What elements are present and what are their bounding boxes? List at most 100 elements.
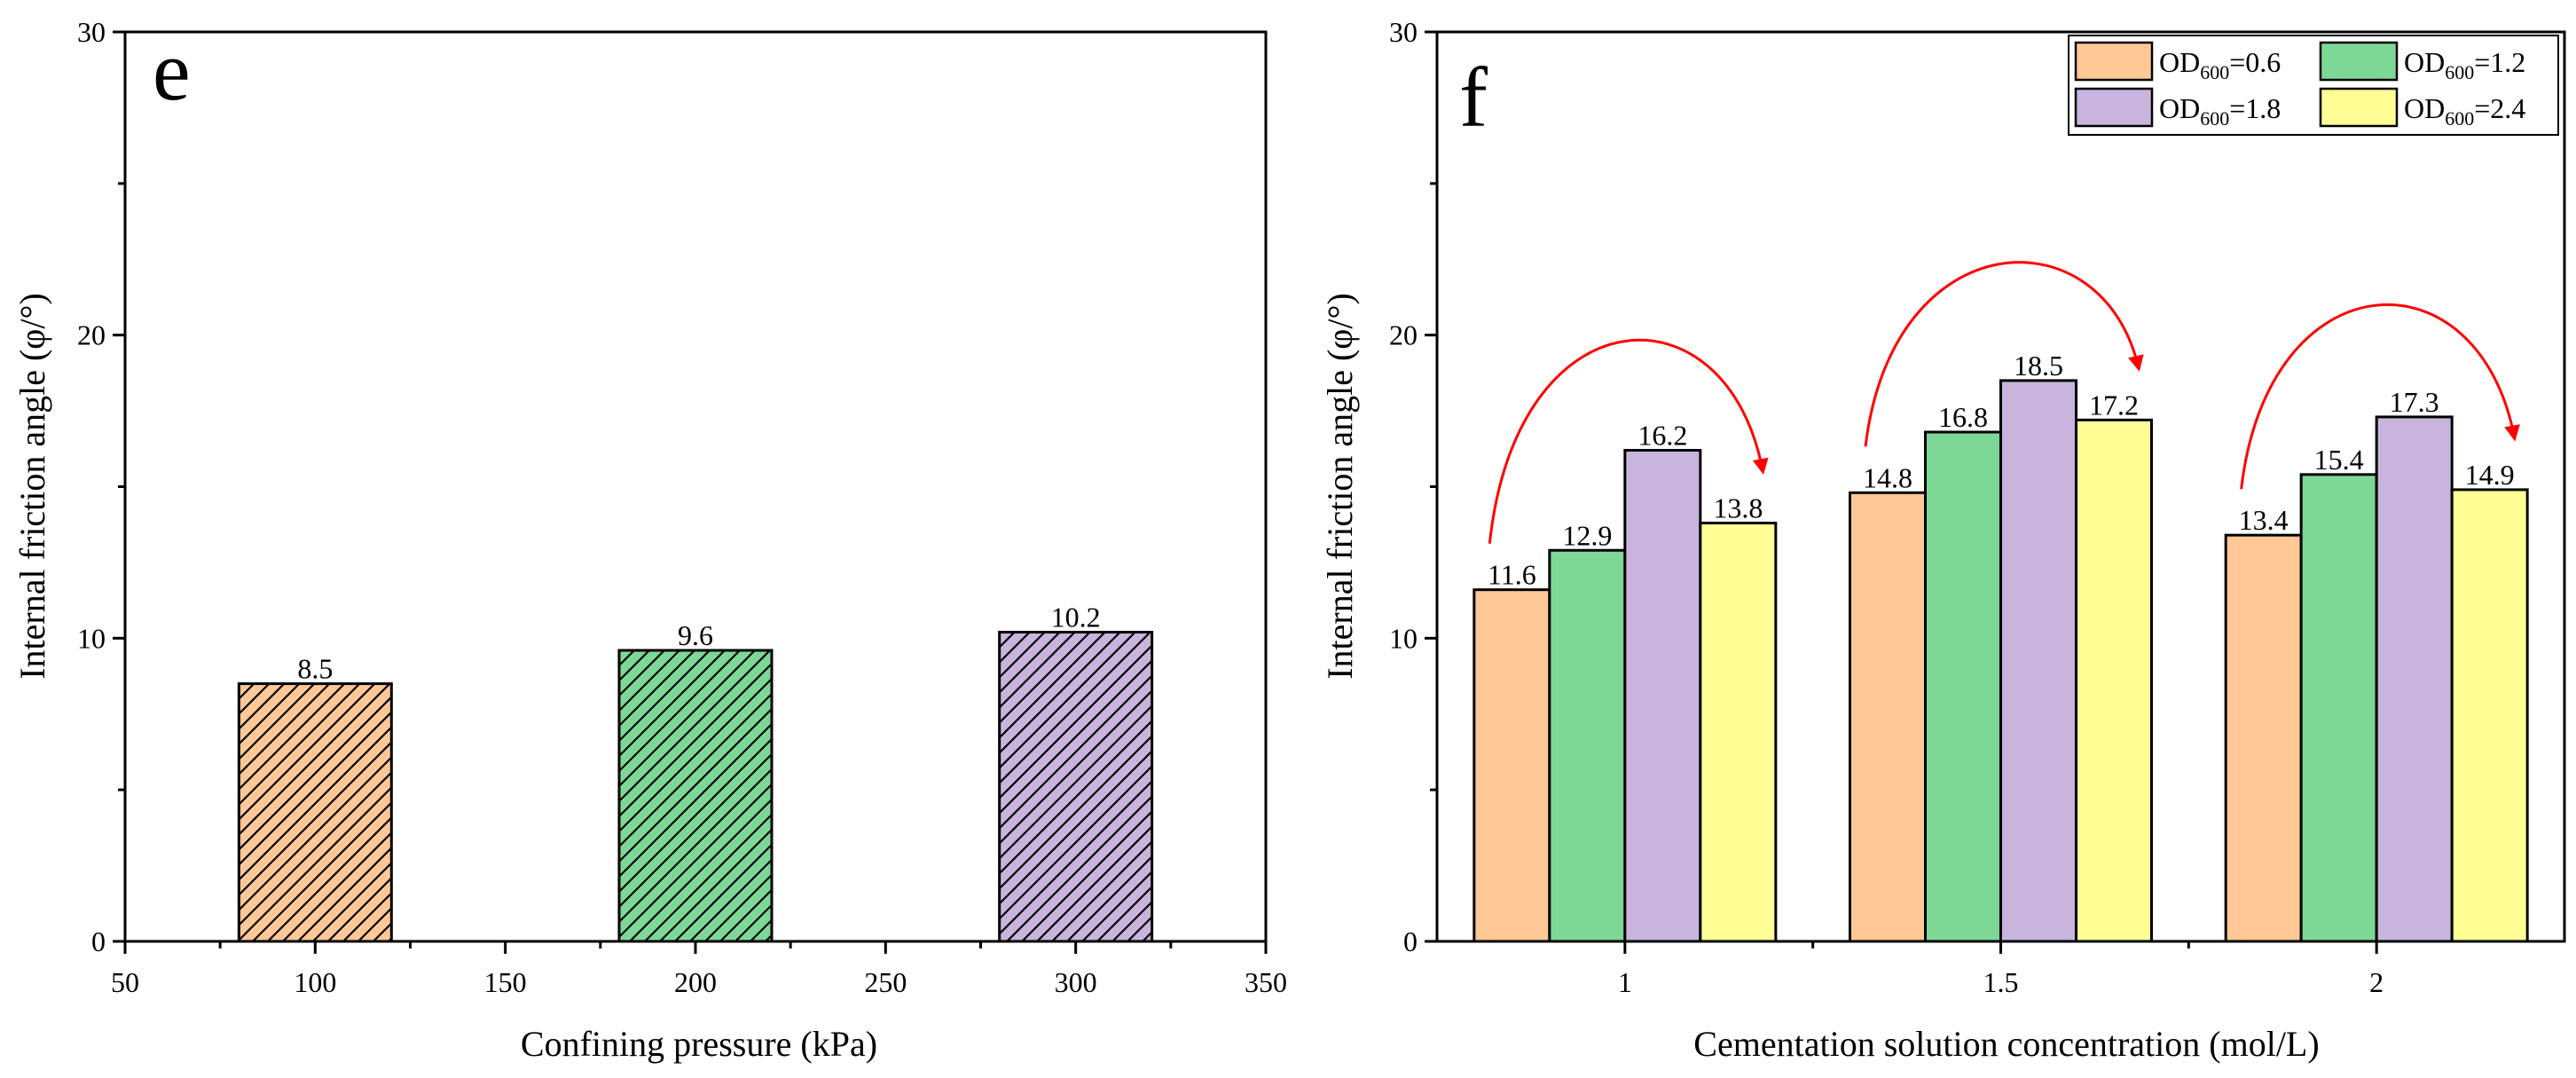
data-label-f-2-s1: 15.4 (2314, 444, 2364, 476)
legend-swatch (2319, 41, 2399, 82)
bar-f-1.5-s2 (1999, 379, 2077, 943)
hatch-line (999, 632, 1136, 770)
hatch-line (999, 764, 1152, 921)
hatch-line (999, 779, 1152, 936)
panel-label-f: f (1459, 50, 1488, 145)
data-label-e-100: 8.5 (297, 653, 333, 685)
bar-hatch (619, 650, 772, 941)
data-label-f-1-s2: 16.2 (1637, 420, 1687, 452)
hatch-line (239, 683, 391, 837)
legend-label-tail: =0.6 (2229, 46, 2281, 78)
data-label-f-2-s3: 14.9 (2465, 459, 2515, 491)
hatch-line (1142, 930, 1152, 941)
hatch-line (999, 632, 1121, 755)
hatch-line (999, 643, 1152, 800)
hatch-line (719, 888, 772, 941)
hatch-line (999, 689, 1152, 846)
legend-label-base: OD (2404, 92, 2445, 124)
data-label-f-2-s0: 13.4 (2239, 504, 2289, 536)
hatch-line (239, 683, 346, 791)
hatch-line (750, 918, 772, 941)
hatch-line (999, 704, 1152, 861)
y-tick-label-e: 10 (77, 622, 106, 654)
data-label-e-200: 9.6 (678, 619, 713, 651)
hatch-line (674, 843, 772, 941)
hatch-line (1158, 633, 1467, 942)
hatch-line (373, 922, 392, 941)
panel-f: 11.6 12.9 16.2 13.8 14.8 16.8 18.5 17.2 13.4 15.4… (1320, 16, 2566, 1064)
hatch-line (644, 813, 772, 941)
hatch-line (239, 683, 255, 701)
hatch-line (619, 783, 772, 939)
legend-swatch (2074, 87, 2154, 128)
data-label-f-1.5-s2: 18.5 (2014, 350, 2063, 382)
bar-f-1.5-s0 (1849, 491, 1927, 943)
hatch-line (999, 719, 1152, 876)
x-tick-label-e: 150 (484, 966, 527, 998)
hatch-line (619, 662, 772, 818)
x-axis-title-e: Confining pressure (kPa) (521, 1024, 877, 1064)
y-tick-label-f: 10 (1389, 622, 1418, 654)
hatch-line (267, 816, 392, 941)
hatch-line (282, 831, 392, 941)
hatch-line (619, 737, 772, 893)
hatch-line (619, 650, 650, 682)
hatch-line (619, 722, 772, 878)
x-tick-label-e: 350 (1245, 966, 1287, 998)
data-label-f-1-s1: 12.9 (1562, 519, 1612, 551)
y-tick-label-e: 20 (77, 319, 106, 351)
legend-label-subscript: 600 (2445, 61, 2474, 83)
hatch-line (999, 632, 1106, 740)
hatch-line (239, 683, 376, 822)
hatch-line (619, 650, 695, 728)
hatch-line (619, 650, 756, 788)
bar-f-1.5-s1 (1924, 430, 2002, 943)
hatch-line (999, 734, 1152, 891)
hatch-line (1127, 915, 1152, 941)
y-axis-title-e: Internal friction angle (φ/°) (12, 293, 52, 680)
hatch-line (1036, 824, 1152, 941)
hatch-line (704, 873, 772, 941)
hatch-line (239, 683, 361, 807)
hatch-line (619, 650, 741, 773)
legend-label-subscript: 600 (2200, 61, 2229, 83)
hatch-line (999, 658, 1152, 815)
bar-f-1.5-s3 (2075, 418, 2153, 943)
axes-e: 0 10 20 30 50 100 150 200 250 300 350 (77, 16, 1287, 998)
hatch-line (239, 683, 316, 761)
data-label-f-2-s2: 17.3 (2390, 386, 2439, 418)
x-tick-label-e: 50 (111, 966, 139, 998)
legend-item-s0: OD600=0.6 (2074, 41, 2281, 83)
trend-arrow-2 (2240, 303, 2520, 490)
legend-item-s1: OD600=1.2 (2319, 41, 2525, 83)
hatch-line (239, 683, 271, 716)
hatch-line (999, 673, 1152, 830)
legend-label-base: OD (2159, 92, 2200, 124)
bar-f-1-s0 (1473, 588, 1551, 943)
legend-swatch (2074, 41, 2154, 82)
bars-e (237, 631, 1467, 943)
legend-label-tail: =1.2 (2474, 46, 2525, 78)
hatch-line (239, 756, 392, 912)
data-label-e-300: 10.2 (1051, 602, 1101, 633)
hatch-line (619, 752, 772, 909)
y-axis-title-f: Internal friction angle (φ/°) (1320, 293, 1360, 680)
bar-f-1-s2 (1623, 449, 1702, 943)
hatch-line (312, 862, 392, 941)
hatch-line (1081, 869, 1152, 941)
hatch-line (239, 683, 286, 731)
bar-e-200 (617, 649, 774, 943)
bar-f-2-s3 (2450, 488, 2529, 943)
legend-label-tail: =2.4 (2474, 92, 2525, 124)
legend-label-base: OD (2159, 46, 2200, 78)
data-label-f-1-s0: 11.6 (1488, 559, 1536, 591)
legend-swatch (2319, 87, 2399, 128)
hatch-line (239, 683, 331, 776)
hatch-line (357, 907, 392, 941)
hatch-line (619, 650, 711, 743)
hatch-line (239, 771, 392, 927)
hatch-line (342, 892, 392, 941)
hatch-line (1096, 885, 1152, 941)
